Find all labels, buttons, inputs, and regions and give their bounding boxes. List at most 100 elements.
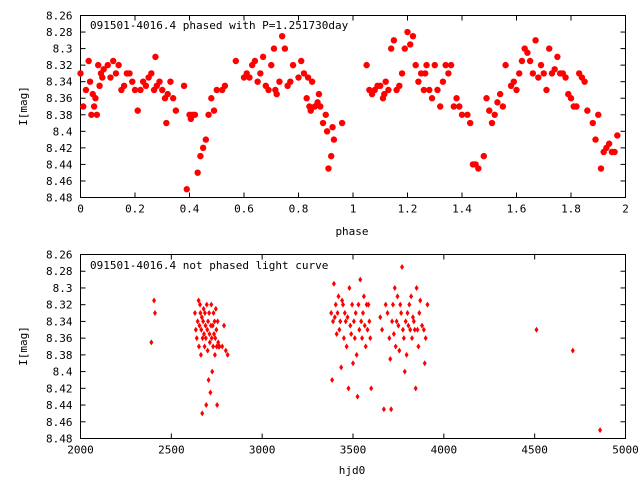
data-point	[148, 70, 155, 77]
y-tick-label: 8.3	[53, 282, 73, 295]
data-point	[257, 70, 264, 77]
y-tick-label: 8.48	[46, 433, 73, 446]
data-point	[86, 78, 94, 85]
data-point	[518, 57, 526, 65]
data-point	[201, 318, 206, 325]
data-point	[131, 86, 139, 94]
data-point	[191, 111, 199, 118]
data-point	[295, 74, 302, 81]
data-point	[387, 45, 395, 52]
data-point	[209, 301, 214, 308]
data-point	[217, 343, 222, 350]
data-point	[356, 301, 361, 308]
data-point	[367, 318, 372, 325]
data-point	[414, 284, 419, 291]
data-point	[396, 82, 403, 90]
data-point	[567, 95, 575, 102]
data-point	[423, 61, 430, 69]
data-point	[198, 351, 203, 358]
x-tick-label: 1.6	[507, 203, 527, 216]
data-point	[422, 360, 427, 367]
data-point	[529, 70, 537, 77]
data-point	[208, 389, 213, 396]
data-point	[437, 103, 444, 110]
data-point	[359, 318, 364, 325]
y-tick-label: 8.44	[46, 158, 73, 171]
x-tick-label: 1.4	[452, 203, 472, 216]
data-point	[445, 70, 452, 77]
data-point	[100, 66, 107, 73]
data-point	[159, 86, 166, 94]
y-tick-label: 8.4	[53, 125, 73, 138]
data-point	[418, 297, 423, 304]
data-point	[90, 103, 98, 110]
data-point	[611, 148, 618, 156]
data-point	[344, 343, 349, 350]
data-point	[365, 326, 370, 333]
data-point	[287, 78, 294, 85]
data-point	[363, 61, 370, 69]
data-point	[80, 103, 87, 110]
x-tick-label: 0	[77, 203, 84, 216]
data-point	[307, 107, 314, 114]
plot-title: 091501-4016.4 phased with P=1.251730day	[90, 19, 349, 32]
data-point	[298, 57, 305, 65]
data-point	[331, 280, 336, 287]
data-point	[85, 57, 92, 65]
data-point	[354, 351, 359, 358]
data-point	[554, 53, 561, 61]
data-point	[149, 339, 154, 346]
data-point	[458, 111, 466, 118]
x-tick-label: 3500	[340, 444, 367, 457]
x-axis-label: hjd0	[339, 464, 366, 477]
data-point	[329, 310, 334, 317]
data-point	[387, 335, 392, 342]
data-point	[401, 45, 408, 52]
data-point	[152, 297, 157, 304]
data-point	[205, 347, 210, 354]
data-point	[396, 322, 401, 329]
data-point	[400, 264, 405, 271]
data-point	[200, 335, 205, 342]
data-point	[216, 339, 221, 346]
data-point	[584, 107, 591, 114]
data-point	[192, 310, 197, 317]
data-point	[381, 406, 386, 413]
data-point	[152, 53, 159, 61]
data-point	[205, 326, 210, 333]
data-point	[352, 335, 357, 342]
data-point	[595, 111, 602, 118]
data-point	[199, 326, 204, 333]
data-point	[406, 322, 411, 329]
data-point	[598, 427, 603, 434]
data-point	[204, 301, 209, 308]
data-point	[397, 347, 402, 354]
data-point	[337, 326, 342, 333]
data-point	[483, 95, 490, 102]
data-point	[329, 123, 336, 131]
y-tick-label: 8.46	[46, 416, 73, 429]
data-point	[202, 343, 207, 350]
data-point	[428, 95, 436, 102]
data-point	[199, 144, 207, 152]
data-point	[335, 310, 340, 317]
axis-ticks: 2000 2500 3000 3500 4000 4500 50008.268.288.38…	[46, 249, 639, 457]
data-point	[383, 301, 388, 308]
data-point	[172, 107, 180, 114]
data-point	[308, 78, 316, 85]
data-point	[353, 310, 358, 317]
data-point	[351, 360, 355, 367]
data-point	[222, 322, 227, 329]
data-point	[453, 95, 460, 102]
data-point	[381, 90, 388, 98]
data-point	[390, 37, 398, 44]
data-point	[278, 32, 286, 40]
data-point	[333, 301, 338, 308]
data-point	[488, 119, 496, 127]
data-point	[597, 165, 605, 172]
data-point	[164, 90, 171, 98]
y-tick-label: 8.38	[46, 109, 73, 122]
data-point	[303, 95, 310, 102]
data-point	[215, 318, 220, 325]
data-point	[614, 132, 621, 139]
